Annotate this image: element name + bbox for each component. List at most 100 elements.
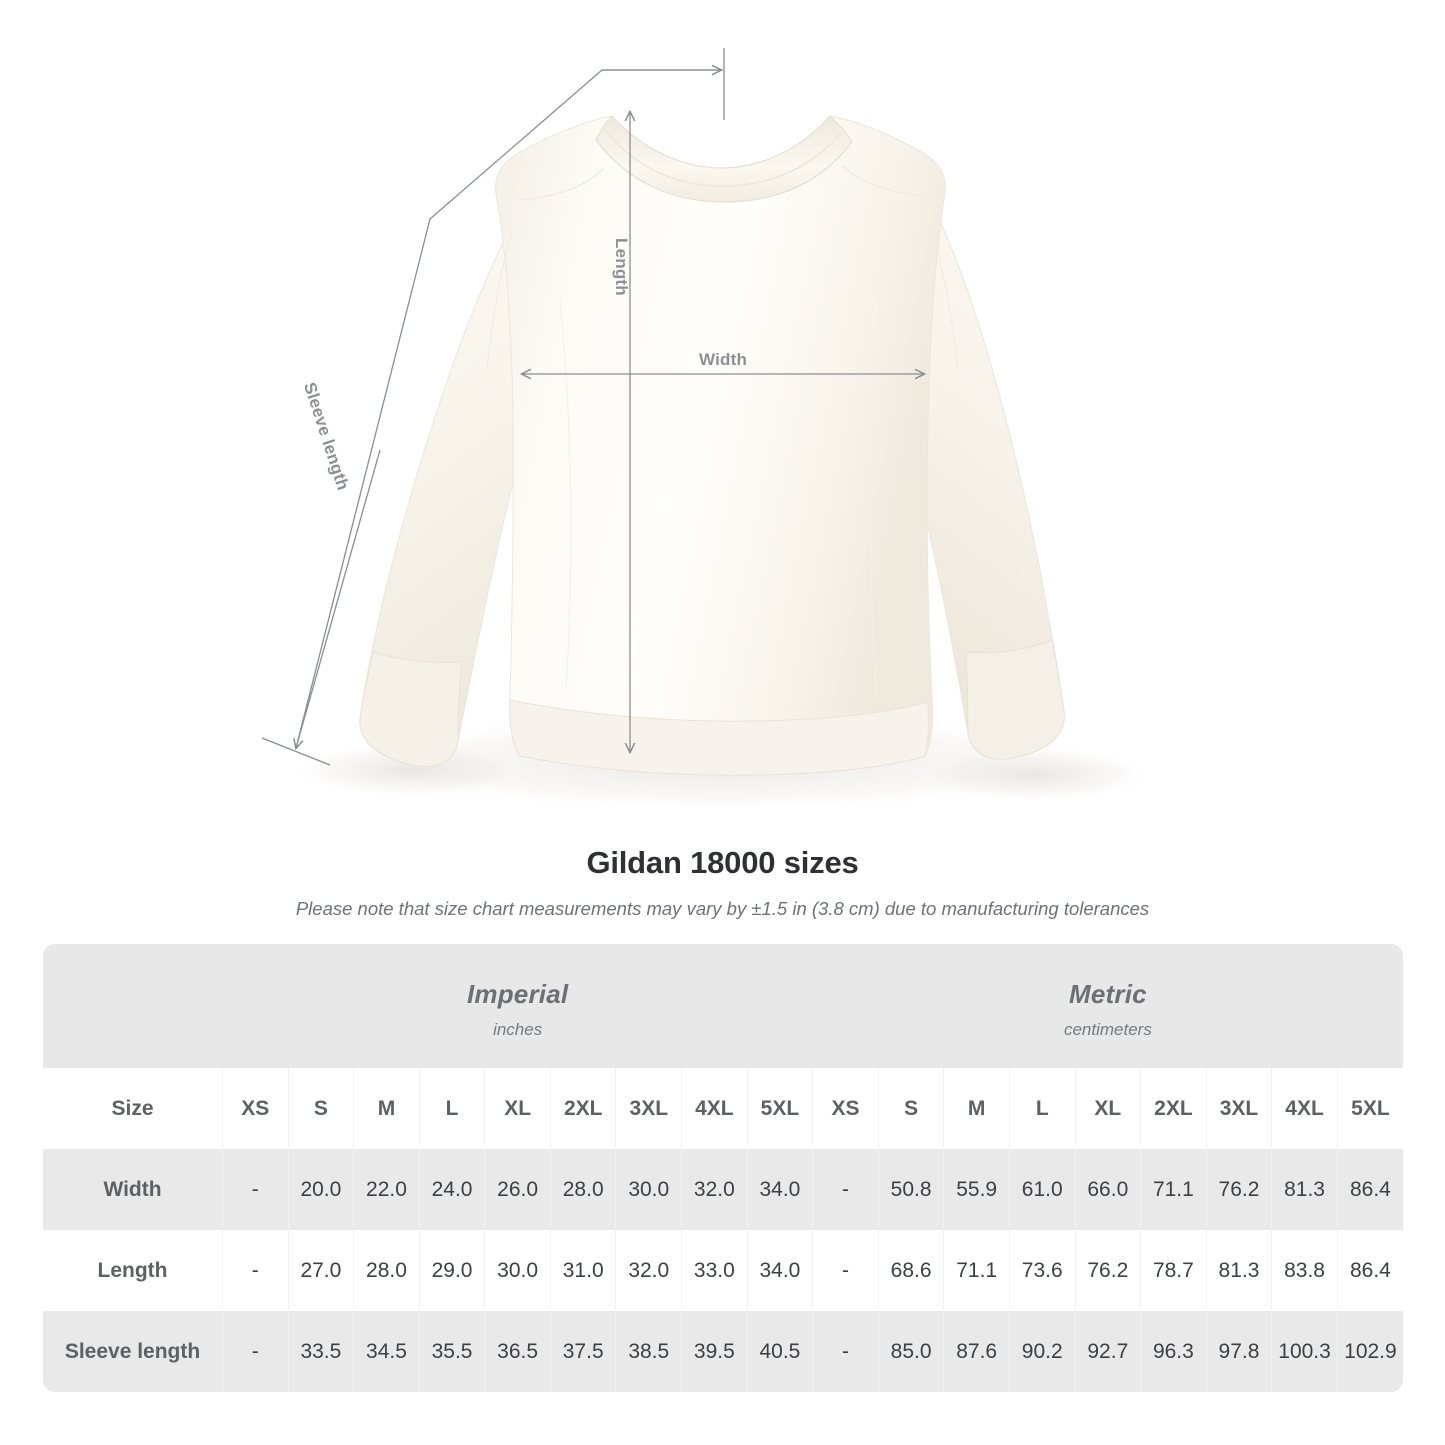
cell-length-imperial-xs: - <box>222 1230 289 1311</box>
cell-width-metric-l: 61.0 <box>1008 1149 1076 1230</box>
cell-width-imperial-xs: - <box>222 1149 289 1230</box>
unit-name-imperial: Imperial <box>466 978 569 1009</box>
right-cuff <box>965 639 1065 760</box>
cell-length-metric-4xl: 83.8 <box>1271 1230 1338 1311</box>
cell-length-imperial-m: 28.0 <box>353 1230 420 1311</box>
cell-sleeve-length-metric-xs: - <box>812 1311 879 1392</box>
cell-length-metric-xl: 76.2 <box>1074 1230 1141 1311</box>
cell-sleeve-length-imperial-m: 34.5 <box>353 1311 420 1392</box>
garment-shadow-left <box>290 742 530 798</box>
left-cuff <box>359 651 463 768</box>
cell-width-imperial-xl: 26.0 <box>484 1149 551 1230</box>
cell-length-metric-2xl: 78.7 <box>1140 1230 1207 1311</box>
column-header-metric-l: L <box>1008 1068 1076 1149</box>
unit-sub-metric: centimeters <box>1063 1019 1152 1039</box>
unit-name-metric: Metric <box>1069 978 1147 1009</box>
cell-length-imperial-l: 29.0 <box>418 1230 485 1311</box>
unit-header-row: Imperial inches Metric centimeters <box>43 944 1403 1068</box>
column-header-metric-3xl: 3XL <box>1205 1068 1272 1149</box>
right-shoulder-seam <box>841 165 926 197</box>
cell-width-metric-s: 50.8 <box>877 1149 944 1230</box>
cell-width-metric-m: 55.9 <box>943 1149 1010 1230</box>
width-label: Width <box>699 350 748 369</box>
cell-sleeve-length-imperial-3xl: 38.5 <box>615 1311 682 1392</box>
cell-width-metric-5xl: 86.4 <box>1336 1149 1403 1230</box>
column-header-imperial-l: L <box>418 1068 485 1149</box>
cell-sleeve-length-imperial-4xl: 39.5 <box>681 1311 748 1392</box>
sleeve-end-tick <box>261 737 331 766</box>
cell-sleeve-length-imperial-s: 33.5 <box>287 1311 354 1392</box>
table-row: Sleeve length -33.5 34.5 35.5 36.5 37.5 38.5 39… <box>43 1311 1403 1392</box>
left-shoulder-seam <box>519 167 605 201</box>
cell-width-imperial-s: 20.0 <box>287 1149 354 1230</box>
cell-length-imperial-s: 27.0 <box>287 1230 354 1311</box>
cell-width-imperial-5xl: 34.0 <box>746 1149 813 1230</box>
cell-sleeve-length-metric-5xl: 102.9 <box>1336 1311 1403 1392</box>
cell-length-metric-m: 71.1 <box>943 1230 1010 1311</box>
cell-length-imperial-5xl: 34.0 <box>746 1230 813 1311</box>
title-block: Gildan 18000 sizes Please note that size… <box>0 845 1445 920</box>
column-header-imperial-xl: XL <box>484 1068 551 1149</box>
cell-width-imperial-m: 22.0 <box>353 1149 420 1230</box>
cell-sleeve-length-metric-s: 85.0 <box>877 1311 944 1392</box>
cell-sleeve-length-imperial-xs: - <box>222 1311 289 1392</box>
column-header-imperial-s: S <box>287 1068 354 1149</box>
column-header-metric-5xl: 5XL <box>1336 1068 1403 1149</box>
cell-sleeve-length-metric-4xl: 100.3 <box>1271 1311 1338 1392</box>
column-header-imperial-m: M <box>353 1068 420 1149</box>
cell-length-metric-s: 68.6 <box>877 1230 944 1311</box>
bottom-hem <box>509 699 929 776</box>
measurements-table: Size XS S M L XL 2XL 3XL 4XL 5XL XS S M L XL 2XL 3XL 4XL… <box>43 1068 1403 1392</box>
unit-group-metric: Metric centimeters <box>813 944 1403 1068</box>
column-header-imperial-2xl: 2XL <box>549 1068 616 1149</box>
left-armhole-seam <box>486 229 514 371</box>
table-header-row: Size XS S M L XL 2XL 3XL 4XL 5XL XS S M L XL 2XL 3XL 4XL… <box>43 1068 1403 1149</box>
cell-length-metric-5xl: 86.4 <box>1336 1230 1403 1311</box>
cell-sleeve-length-metric-m: 87.6 <box>943 1311 1010 1392</box>
cell-length-imperial-3xl: 32.0 <box>615 1230 682 1311</box>
column-header-metric-s: S <box>877 1068 944 1149</box>
cell-length-metric-l: 73.6 <box>1008 1230 1076 1311</box>
cell-sleeve-length-metric-l: 90.2 <box>1008 1311 1076 1392</box>
cell-sleeve-length-imperial-2xl: 37.5 <box>549 1311 616 1392</box>
sleeve-end-arrow <box>296 449 381 748</box>
row-header-length: Length <box>43 1230 223 1311</box>
cell-width-metric-2xl: 71.1 <box>1140 1149 1207 1230</box>
right-armhole-seam <box>929 227 959 369</box>
page-title: Gildan 18000 sizes <box>586 845 859 880</box>
length-label: Length <box>612 238 631 296</box>
cell-length-metric-xs: - <box>812 1230 879 1311</box>
cell-sleeve-length-metric-3xl: 97.8 <box>1205 1311 1272 1392</box>
cell-width-metric-3xl: 76.2 <box>1205 1149 1272 1230</box>
garment-shadow-right <box>915 747 1155 803</box>
column-header-metric-2xl: 2XL <box>1140 1068 1207 1149</box>
sweatshirt-diagram <box>261 48 1155 814</box>
column-header-imperial-4xl: 4XL <box>681 1068 748 1149</box>
cell-length-imperial-2xl: 31.0 <box>549 1230 616 1311</box>
cell-sleeve-length-imperial-5xl: 40.5 <box>746 1311 813 1392</box>
tolerance-note: Please note that size chart measurements… <box>295 898 1150 919</box>
column-header-imperial-3xl: 3XL <box>615 1068 682 1149</box>
cell-sleeve-length-imperial-l: 35.5 <box>418 1311 485 1392</box>
unit-sub-imperial: inches <box>493 1019 543 1039</box>
column-header-metric-xs: XS <box>812 1068 879 1149</box>
cell-width-imperial-l: 24.0 <box>418 1149 485 1230</box>
garment-illustration: Length Width Sleeve length <box>261 48 1155 814</box>
row-header-width: Width <box>43 1149 223 1230</box>
collar-ribbing <box>595 115 853 203</box>
cell-length-imperial-4xl: 33.0 <box>681 1230 748 1311</box>
unit-header-spacer <box>43 944 223 1068</box>
column-header-imperial-5xl: 5XL <box>746 1068 813 1149</box>
cell-width-metric-xs: - <box>812 1149 879 1230</box>
cell-sleeve-length-imperial-xl: 36.5 <box>484 1311 551 1392</box>
column-header-metric-xl: XL <box>1074 1068 1141 1149</box>
cell-width-metric-xl: 66.0 <box>1074 1149 1141 1230</box>
table-row: Length -27.0 28.0 29.0 30.0 31.0 32.0 33.0 34.0-… <box>43 1230 1403 1311</box>
column-header-imperial-xs: XS <box>222 1068 289 1149</box>
cell-width-imperial-3xl: 30.0 <box>615 1149 682 1230</box>
cell-sleeve-length-metric-2xl: 96.3 <box>1140 1311 1207 1392</box>
table-body: Width -20.0 22.0 24.0 26.0 28.0 30.0 32.0 34.0-5… <box>43 1149 1403 1392</box>
cell-length-imperial-xl: 30.0 <box>484 1230 551 1311</box>
row-header-sleeve-length: Sleeve length <box>43 1311 223 1392</box>
